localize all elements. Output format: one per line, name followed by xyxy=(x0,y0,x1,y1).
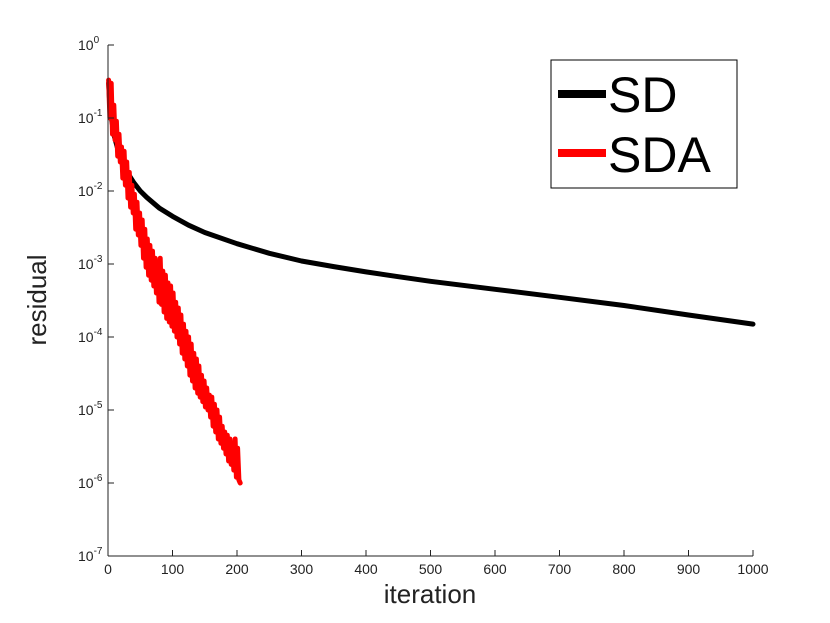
x-ticks: 0 100 200 300 400 500 600 700 800 900 1000 xyxy=(104,550,769,577)
x-tick-label: 800 xyxy=(612,561,636,577)
y-tick-label: 100 xyxy=(78,35,100,53)
legend-box xyxy=(550,59,738,189)
y-tick-label: 10-4 xyxy=(78,327,103,345)
y-tick-label: 10-7 xyxy=(78,546,103,564)
x-tick-label: 500 xyxy=(419,561,443,577)
x-tick-label: 400 xyxy=(354,561,378,577)
x-tick-label: 900 xyxy=(677,561,701,577)
x-axis-label: iteration xyxy=(384,579,477,609)
y-axis-label: residual xyxy=(22,254,52,345)
x-tick-label: 600 xyxy=(483,561,507,577)
x-tick-label: 0 xyxy=(104,561,112,577)
y-tick-label: 10-6 xyxy=(78,473,103,491)
series-line-sda xyxy=(106,77,243,486)
legend: SD SDA xyxy=(550,59,738,189)
y-ticks: 100 10-1 10-2 10-3 10-4 10-5 10-6 10-7 xyxy=(78,35,114,564)
legend-label-sd: SD xyxy=(608,67,677,123)
x-tick-label: 1000 xyxy=(737,561,768,577)
y-tick-label: 10-1 xyxy=(78,108,103,126)
y-tick-label: 10-2 xyxy=(78,181,103,199)
legend-label-sda: SDA xyxy=(608,127,711,183)
y-tick-label: 10-5 xyxy=(78,400,103,418)
series-layer xyxy=(106,77,756,486)
x-tick-label: 700 xyxy=(548,561,572,577)
x-tick-label: 200 xyxy=(225,561,249,577)
x-tick-label: 300 xyxy=(290,561,314,577)
x-tick-label: 100 xyxy=(161,561,185,577)
y-tick-label: 10-3 xyxy=(78,254,103,272)
